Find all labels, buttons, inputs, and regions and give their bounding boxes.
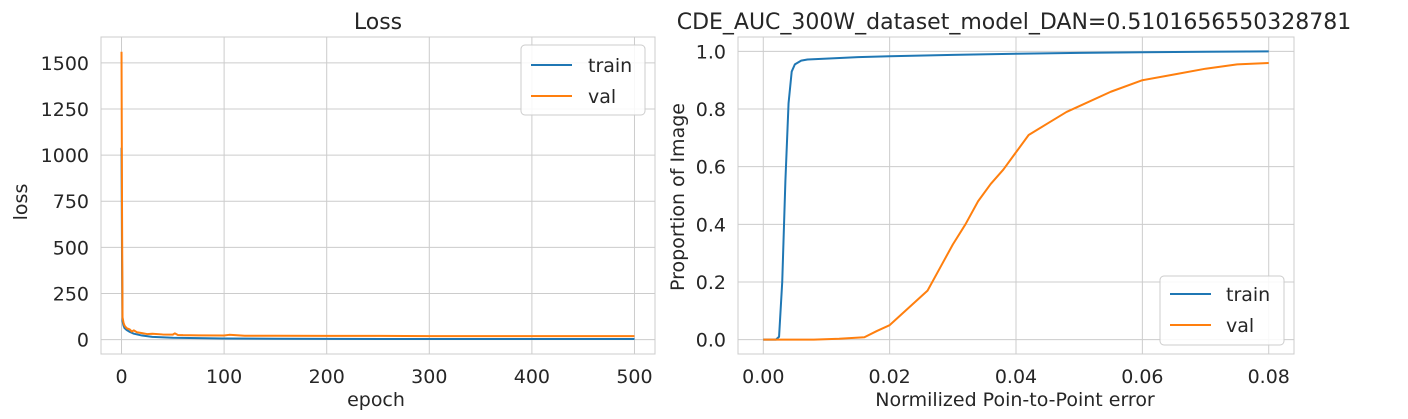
cde-y-tick-label: 0.2: [696, 272, 726, 294]
loss-y-ticks: 0 250 500 750 1000 1250 1500: [41, 53, 89, 352]
loss-legend-train-label: train: [588, 55, 632, 77]
cde-val-line: [763, 61, 1269, 341]
loss-legend: train val: [520, 44, 646, 116]
loss-legend-box: [520, 44, 646, 116]
cde-x-tick-label: 0.00: [742, 366, 784, 388]
loss-y-tick-label: 750: [53, 191, 89, 213]
cde-y-ticks: 0.0 0.2 0.4 0.6 0.8 1.0: [696, 41, 726, 351]
loss-chart: 0 100 200 300 400 500 0250500750100012501500 …: [10, 10, 656, 411]
loss-lines: [120, 51, 635, 341]
loss-y-tick-label: 1500: [41, 53, 89, 75]
cde-legend-train-label: train: [1226, 284, 1270, 306]
loss-x-ticks: 0 100 200 300 400 500: [115, 366, 652, 388]
loss-x-tick-label: 400: [514, 366, 550, 388]
cde-y-tick-label: 0.6: [696, 157, 726, 179]
cde-x-ticks: 0.00 0.02 0.04 0.06 0.08: [742, 366, 1290, 388]
loss-x-axis-label: epoch: [347, 389, 405, 411]
cde-x-axis-label: Normilized Poin-to-Point error: [875, 389, 1155, 411]
cde-x-tick-label: 0.08: [1248, 366, 1290, 388]
loss-x-tick-label: 500: [616, 366, 652, 388]
loss-legend-val-label: val: [588, 86, 616, 108]
cde-lines: [763, 50, 1269, 341]
loss-chart-title: Loss: [354, 10, 402, 35]
cde-y-axis-label: Proportion of Image: [667, 103, 689, 291]
cde-train-line: [763, 50, 1269, 341]
loss-x-tick-label: 100: [206, 366, 242, 388]
cde-y-tick-label: 0.4: [696, 214, 726, 236]
cde-y-tick-label: 0.0: [696, 330, 726, 352]
cde-legend: train val: [1159, 275, 1285, 346]
loss-y-tick-label: 0: [77, 330, 89, 352]
loss-y-tick-label: 1250: [41, 99, 89, 121]
cde-chart: 0.00 0.02 0.04 0.06 0.08 0.00.20.40.60.81.0 …: [667, 10, 1351, 411]
cde-x-tick-label: 0.06: [1121, 366, 1163, 388]
cde-chart-title: CDE_AUC_300W_dataset_model_DAN=0.5101656…: [677, 10, 1352, 35]
loss-val-line: [120, 51, 635, 338]
cde-y-tick-label: 1.0: [696, 41, 726, 63]
cde-x-tick-label: 0.02: [868, 366, 910, 388]
loss-x-tick-label: 200: [309, 366, 345, 388]
loss-y-tick-label: 1000: [41, 145, 89, 167]
cde-legend-val-label: val: [1226, 315, 1254, 337]
loss-y-tick-label: 500: [53, 237, 89, 259]
loss-x-tick-label: 0: [115, 366, 127, 388]
cde-y-tick-label: 0.8: [696, 99, 726, 121]
loss-x-tick-label: 300: [411, 366, 447, 388]
loss-y-axis-label: loss: [10, 184, 32, 221]
loss-y-tick-label: 250: [53, 283, 89, 305]
cde-x-tick-label: 0.04: [995, 366, 1037, 388]
